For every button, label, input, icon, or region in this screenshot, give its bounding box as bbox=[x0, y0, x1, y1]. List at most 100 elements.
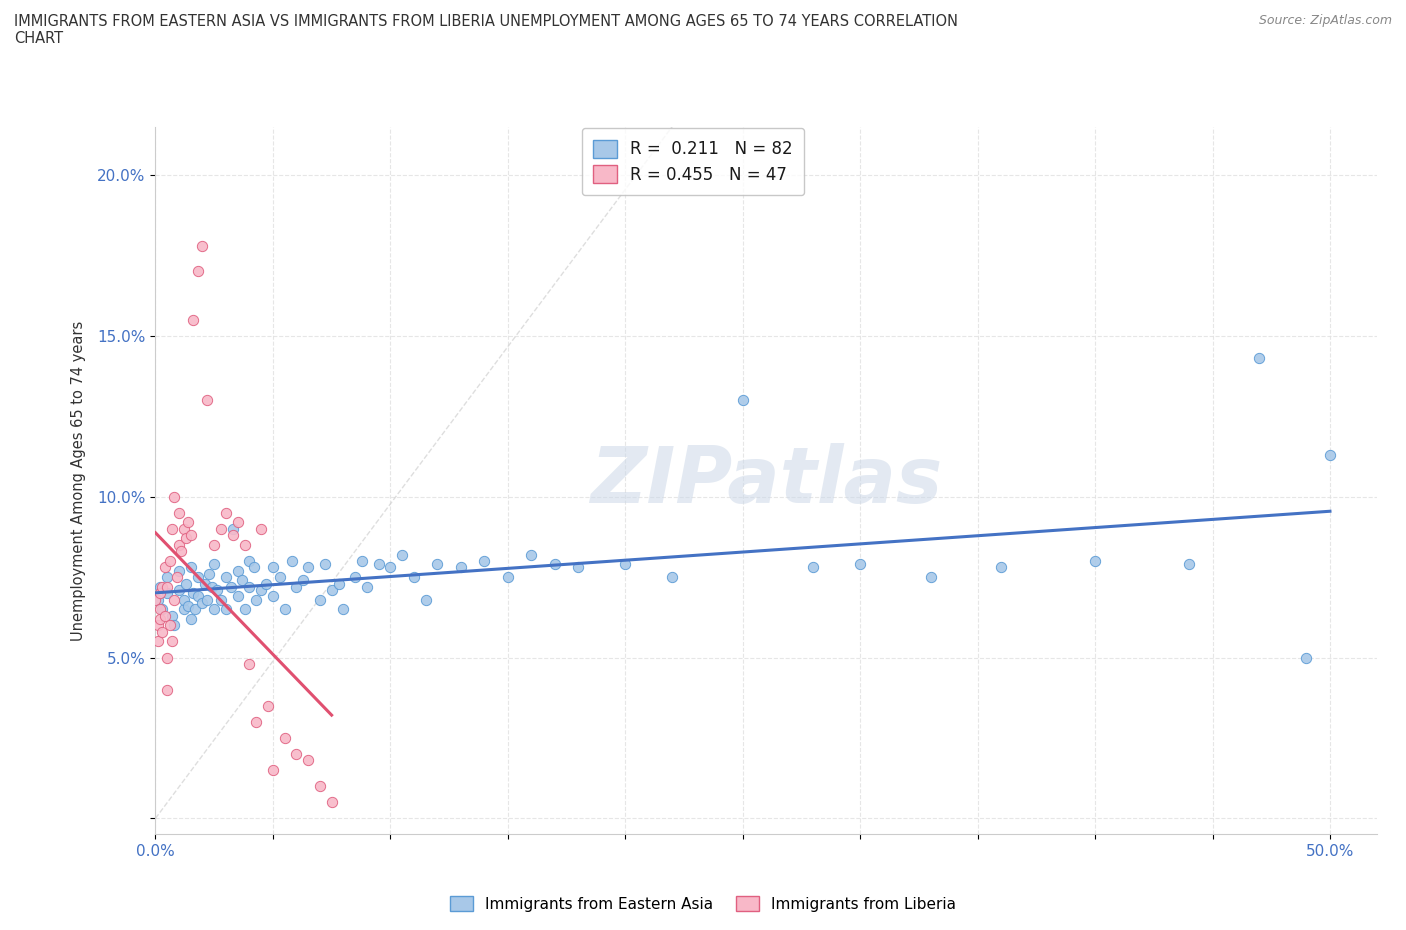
Point bbox=[191, 238, 214, 253]
Point bbox=[231, 573, 253, 588]
Point bbox=[233, 602, 256, 617]
Point bbox=[328, 576, 350, 591]
Point bbox=[202, 557, 225, 572]
Point bbox=[180, 611, 202, 626]
Point bbox=[309, 778, 332, 793]
Point bbox=[801, 560, 824, 575]
Point bbox=[209, 522, 232, 537]
Point bbox=[285, 579, 308, 594]
Point bbox=[219, 579, 242, 594]
Point bbox=[195, 392, 218, 407]
Point bbox=[226, 515, 249, 530]
Point bbox=[201, 579, 224, 594]
Point bbox=[332, 602, 354, 617]
Point bbox=[167, 564, 190, 578]
Point bbox=[209, 592, 232, 607]
Point bbox=[160, 634, 183, 649]
Point bbox=[226, 564, 249, 578]
Point bbox=[222, 528, 245, 543]
Point bbox=[163, 489, 186, 504]
Point bbox=[262, 560, 284, 575]
Point bbox=[280, 553, 302, 568]
Point bbox=[250, 522, 273, 537]
Point bbox=[233, 538, 256, 552]
Point bbox=[146, 634, 169, 649]
Point bbox=[202, 538, 225, 552]
Point bbox=[472, 553, 495, 568]
Point bbox=[177, 515, 200, 530]
Point bbox=[195, 592, 218, 607]
Point bbox=[167, 538, 190, 552]
Point bbox=[174, 531, 197, 546]
Point bbox=[245, 714, 267, 729]
Point bbox=[314, 557, 336, 572]
Point bbox=[156, 586, 179, 601]
Point bbox=[153, 560, 176, 575]
Point bbox=[356, 579, 378, 594]
Point bbox=[520, 547, 543, 562]
Point bbox=[187, 589, 209, 604]
Point bbox=[215, 602, 238, 617]
Point bbox=[181, 586, 204, 601]
Point bbox=[661, 570, 683, 585]
Point bbox=[215, 505, 238, 520]
Point bbox=[173, 522, 195, 537]
Point bbox=[181, 312, 204, 327]
Point bbox=[567, 560, 589, 575]
Point bbox=[194, 576, 217, 591]
Point bbox=[262, 589, 284, 604]
Point bbox=[149, 579, 172, 594]
Point bbox=[145, 592, 167, 607]
Text: IMMIGRANTS FROM EASTERN ASIA VS IMMIGRANTS FROM LIBERIA UNEMPLOYMENT AMONG AGES : IMMIGRANTS FROM EASTERN ASIA VS IMMIGRAN… bbox=[14, 14, 957, 46]
Point bbox=[156, 683, 179, 698]
Point bbox=[426, 557, 449, 572]
Point bbox=[173, 602, 195, 617]
Point bbox=[1295, 650, 1317, 665]
Point bbox=[160, 522, 183, 537]
Point bbox=[1319, 447, 1341, 462]
Point bbox=[149, 602, 172, 617]
Point bbox=[180, 560, 202, 575]
Point bbox=[166, 570, 188, 585]
Point bbox=[367, 557, 389, 572]
Point bbox=[245, 592, 267, 607]
Point bbox=[321, 795, 343, 810]
Point bbox=[391, 547, 413, 562]
Point bbox=[238, 657, 260, 671]
Point bbox=[273, 602, 295, 617]
Point bbox=[273, 730, 295, 745]
Point bbox=[156, 579, 179, 594]
Point bbox=[177, 599, 200, 614]
Point bbox=[205, 582, 228, 597]
Point bbox=[238, 553, 260, 568]
Point bbox=[159, 553, 181, 568]
Text: ZIPatlas: ZIPatlas bbox=[591, 443, 942, 519]
Point bbox=[544, 557, 567, 572]
Point bbox=[243, 560, 266, 575]
Point bbox=[254, 576, 277, 591]
Point bbox=[292, 573, 315, 588]
Point bbox=[167, 582, 190, 597]
Point bbox=[344, 570, 367, 585]
Point bbox=[202, 602, 225, 617]
Point bbox=[156, 650, 179, 665]
Point bbox=[163, 618, 186, 632]
Y-axis label: Unemployment Among Ages 65 to 74 years: Unemployment Among Ages 65 to 74 years bbox=[72, 321, 86, 641]
Point bbox=[222, 522, 245, 537]
Point bbox=[152, 602, 174, 617]
Point bbox=[402, 570, 425, 585]
Point bbox=[163, 592, 186, 607]
Point bbox=[167, 505, 190, 520]
Point bbox=[146, 618, 169, 632]
Point bbox=[496, 570, 519, 585]
Point bbox=[187, 570, 209, 585]
Point bbox=[1178, 557, 1201, 572]
Point bbox=[174, 576, 197, 591]
Point bbox=[321, 582, 343, 597]
Point bbox=[250, 582, 273, 597]
Point bbox=[173, 592, 195, 607]
Point bbox=[159, 618, 181, 632]
Point bbox=[156, 570, 179, 585]
Point bbox=[153, 608, 176, 623]
Point bbox=[309, 592, 332, 607]
